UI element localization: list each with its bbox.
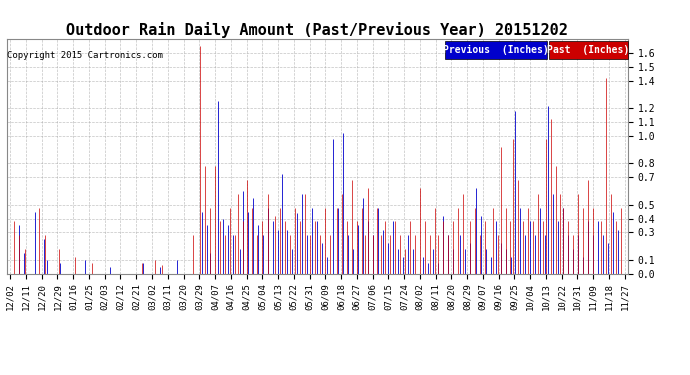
- Title: Outdoor Rain Daily Amount (Past/Previous Year) 20151202: Outdoor Rain Daily Amount (Past/Previous…: [66, 22, 569, 38]
- Text: Previous  (Inches): Previous (Inches): [443, 45, 549, 55]
- Text: Past  (Inches): Past (Inches): [547, 45, 629, 55]
- Text: Copyright 2015 Cartronics.com: Copyright 2015 Cartronics.com: [7, 51, 163, 60]
